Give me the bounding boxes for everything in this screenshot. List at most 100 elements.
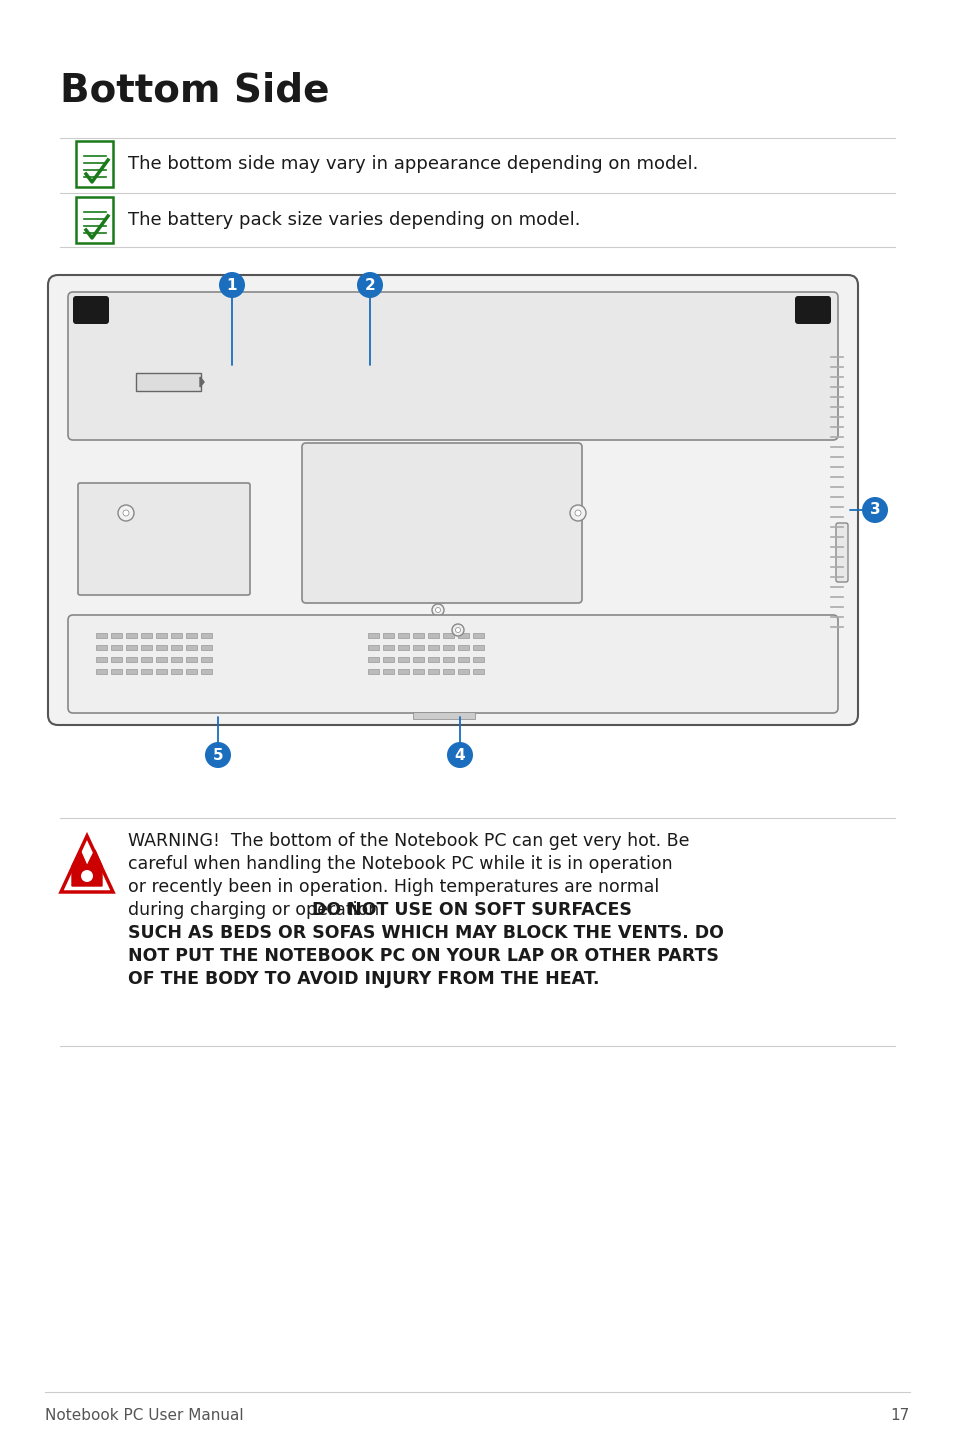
Text: 4: 4: [455, 748, 465, 762]
Bar: [126, 669, 137, 674]
Circle shape: [123, 510, 129, 516]
Bar: [156, 633, 167, 638]
Text: 2: 2: [364, 278, 375, 292]
FancyBboxPatch shape: [794, 296, 830, 324]
Bar: [473, 633, 483, 638]
Bar: [186, 646, 196, 650]
FancyBboxPatch shape: [73, 296, 109, 324]
Circle shape: [452, 624, 463, 636]
Bar: [111, 633, 122, 638]
Circle shape: [575, 510, 580, 516]
Text: Bottom Side: Bottom Side: [60, 72, 329, 109]
FancyBboxPatch shape: [78, 483, 250, 595]
Bar: [111, 646, 122, 650]
Bar: [186, 633, 196, 638]
Polygon shape: [71, 850, 102, 886]
Bar: [171, 657, 182, 661]
Bar: [141, 646, 152, 650]
Bar: [141, 657, 152, 661]
Circle shape: [575, 657, 580, 663]
Polygon shape: [200, 377, 204, 387]
FancyBboxPatch shape: [73, 674, 109, 702]
Bar: [442, 646, 454, 650]
Bar: [171, 669, 182, 674]
Text: The bottom side may vary in appearance depending on model.: The bottom side may vary in appearance d…: [128, 155, 698, 173]
Bar: [186, 657, 196, 661]
Bar: [457, 633, 469, 638]
Bar: [457, 669, 469, 674]
Bar: [186, 669, 196, 674]
Bar: [397, 633, 409, 638]
Circle shape: [432, 604, 443, 615]
Bar: [413, 657, 423, 661]
Text: or recently been in operation. High temperatures are normal: or recently been in operation. High temp…: [128, 879, 659, 896]
Bar: [96, 646, 107, 650]
FancyBboxPatch shape: [76, 141, 112, 187]
Bar: [156, 646, 167, 650]
FancyBboxPatch shape: [48, 275, 857, 725]
Circle shape: [118, 651, 133, 669]
Circle shape: [81, 870, 92, 881]
Bar: [428, 633, 438, 638]
FancyBboxPatch shape: [302, 443, 581, 603]
Bar: [428, 669, 438, 674]
Bar: [457, 657, 469, 661]
Bar: [96, 669, 107, 674]
Bar: [413, 712, 475, 719]
Bar: [413, 633, 423, 638]
Bar: [397, 669, 409, 674]
Bar: [201, 646, 212, 650]
Bar: [382, 633, 394, 638]
Bar: [428, 646, 438, 650]
Text: SUCH AS BEDS OR SOFAS WHICH MAY BLOCK THE VENTS. DO: SUCH AS BEDS OR SOFAS WHICH MAY BLOCK TH…: [128, 925, 723, 942]
Text: 3: 3: [869, 502, 880, 518]
Bar: [442, 633, 454, 638]
Bar: [136, 372, 201, 391]
Bar: [368, 657, 378, 661]
Circle shape: [455, 627, 460, 633]
Circle shape: [219, 272, 245, 298]
FancyBboxPatch shape: [68, 292, 837, 440]
Circle shape: [205, 742, 231, 768]
Bar: [171, 633, 182, 638]
Text: during charging or operation.: during charging or operation.: [128, 902, 390, 919]
Bar: [397, 657, 409, 661]
Bar: [126, 657, 137, 661]
Bar: [156, 657, 167, 661]
Bar: [201, 633, 212, 638]
Bar: [442, 669, 454, 674]
Bar: [428, 657, 438, 661]
Bar: [201, 669, 212, 674]
Circle shape: [447, 742, 473, 768]
Text: NOT PUT THE NOTEBOOK PC ON YOUR LAP OR OTHER PARTS: NOT PUT THE NOTEBOOK PC ON YOUR LAP OR O…: [128, 948, 719, 965]
Bar: [413, 646, 423, 650]
Bar: [382, 646, 394, 650]
FancyBboxPatch shape: [794, 674, 830, 702]
Bar: [126, 646, 137, 650]
Bar: [473, 657, 483, 661]
Bar: [442, 657, 454, 661]
Text: OF THE BODY TO AVOID INJURY FROM THE HEAT.: OF THE BODY TO AVOID INJURY FROM THE HEA…: [128, 971, 598, 988]
Text: The battery pack size varies depending on model.: The battery pack size varies depending o…: [128, 211, 579, 229]
Bar: [382, 657, 394, 661]
FancyBboxPatch shape: [76, 197, 112, 243]
Text: Notebook PC User Manual: Notebook PC User Manual: [45, 1408, 243, 1424]
Circle shape: [569, 505, 585, 521]
Bar: [141, 669, 152, 674]
Text: careful when handling the Notebook PC while it is in operation: careful when handling the Notebook PC wh…: [128, 856, 672, 873]
Bar: [368, 669, 378, 674]
Text: 5: 5: [213, 748, 223, 762]
Circle shape: [435, 607, 440, 613]
Bar: [397, 646, 409, 650]
Bar: [96, 657, 107, 661]
Circle shape: [123, 657, 129, 663]
Bar: [201, 657, 212, 661]
Text: DO NOT USE ON SOFT SURFACES: DO NOT USE ON SOFT SURFACES: [313, 902, 632, 919]
Bar: [126, 633, 137, 638]
Circle shape: [356, 272, 382, 298]
Bar: [156, 669, 167, 674]
Bar: [111, 669, 122, 674]
Bar: [473, 646, 483, 650]
Bar: [111, 657, 122, 661]
Text: 17: 17: [890, 1408, 909, 1424]
